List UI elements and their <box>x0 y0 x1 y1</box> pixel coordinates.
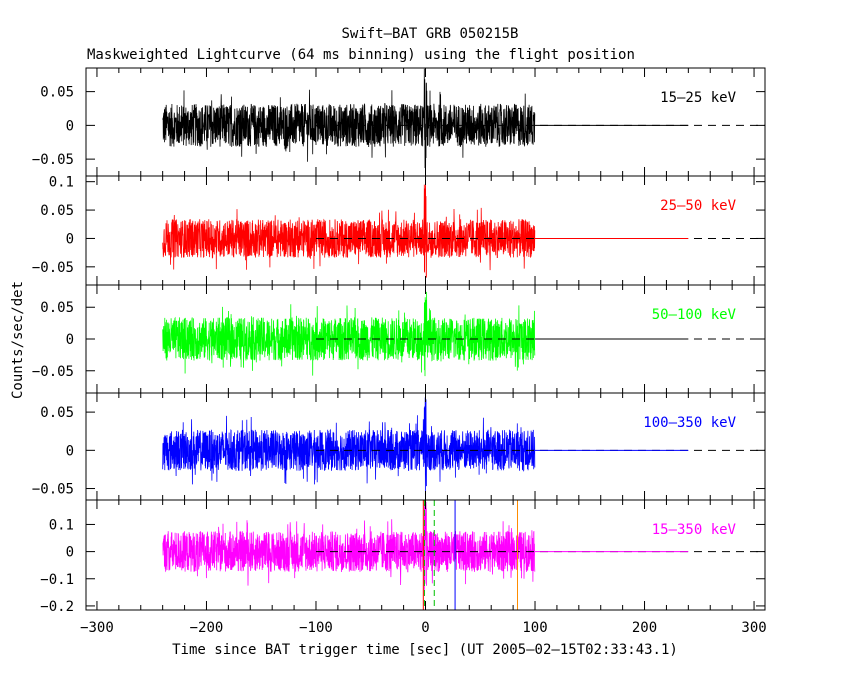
y-tick-label: 0 <box>66 332 74 348</box>
y-tick-label: −0.05 <box>32 260 74 276</box>
series-line <box>162 183 536 278</box>
panel-label: 50–100 keV <box>652 307 737 323</box>
y-axis-label: Counts/sec/det <box>10 281 26 399</box>
y-tick-label: −0.05 <box>32 152 74 168</box>
series-line <box>162 397 536 495</box>
series-line <box>162 500 536 590</box>
y-tick-label: −0.1 <box>40 572 74 588</box>
panel-4: −0.05 0 0.05 100–350 keV <box>32 392 766 501</box>
panel-3: −0.05 0 0.05 50–100 keV <box>32 284 766 394</box>
series-line <box>162 68 536 170</box>
panel-label: 100–350 keV <box>643 415 736 431</box>
x-tick-label: 300 <box>741 620 766 636</box>
chart-title: Swift–BAT GRB 050215B <box>341 26 518 42</box>
y-tick-label: 0 <box>66 118 74 134</box>
y-tick-label: 0.05 <box>40 405 74 421</box>
y-tick-label: −0.05 <box>32 364 74 380</box>
y-tick-label: −0.05 <box>32 482 74 498</box>
panels-group: −0.05 0 0.05 15–25 keV −0.05 0 0.05 0.1 25–50 ke… <box>32 67 766 615</box>
series-line <box>162 291 536 377</box>
y-tick-label: 0.1 <box>49 517 74 533</box>
y-tick-label: 0.1 <box>49 175 74 191</box>
x-axis-label: Time since BAT trigger time [sec] (UT 20… <box>172 642 678 658</box>
panel-2: −0.05 0 0.05 0.1 25–50 keV <box>32 175 766 286</box>
y-tick-label: 0 <box>66 545 74 561</box>
panel-label: 15–350 keV <box>652 522 737 538</box>
x-tick-label: −300 <box>80 620 114 636</box>
x-tick-labels: −300 −200 −100 0 100 200 300 <box>80 620 767 636</box>
y-tick-label: 0.05 <box>40 85 74 101</box>
chart-subtitle: Maskweighted Lightcurve (64 ms binning) … <box>87 47 635 63</box>
y-tick-label: −0.2 <box>40 599 74 615</box>
x-tick-label: −100 <box>299 620 333 636</box>
y-tick-label: 0 <box>66 231 74 247</box>
x-tick-label: 100 <box>522 620 547 636</box>
panel-1: −0.05 0 0.05 15–25 keV <box>32 67 766 177</box>
panel-5: −0.2 −0.1 0 0.1 15–350 keV <box>40 499 766 615</box>
x-tick-label: 0 <box>421 620 429 636</box>
x-tick-label: −200 <box>190 620 224 636</box>
y-tick-label: 0.05 <box>40 203 74 219</box>
panel-label: 15–25 keV <box>660 90 736 106</box>
panel-label: 25–50 keV <box>660 198 736 214</box>
y-tick-label: 0.05 <box>40 300 74 316</box>
x-tick-label: 200 <box>632 620 657 636</box>
y-tick-label: 0 <box>66 443 74 459</box>
